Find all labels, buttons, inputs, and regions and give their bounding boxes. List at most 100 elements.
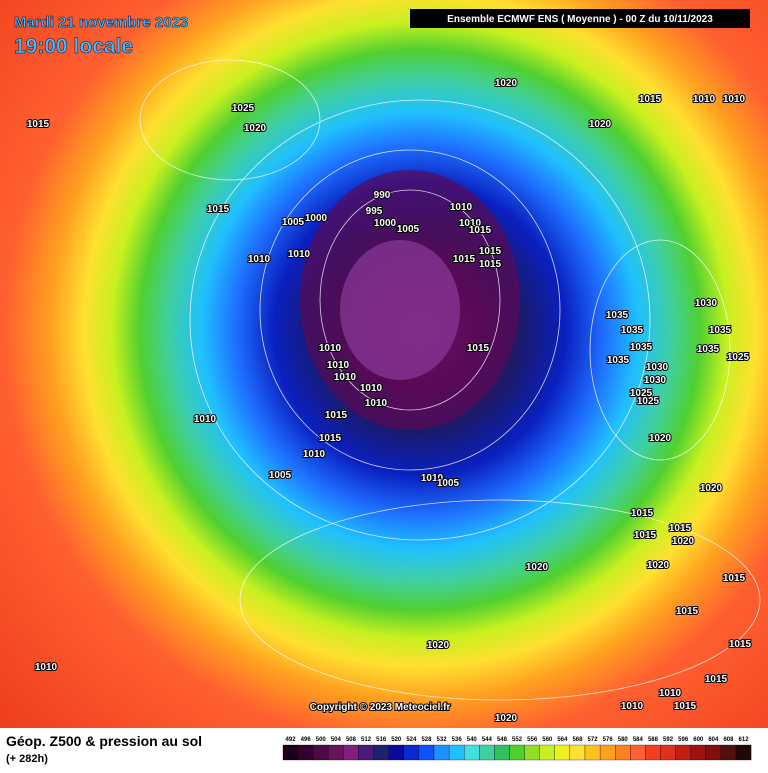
isobar-label: 1010 <box>327 360 350 371</box>
isobar-label: 1035 <box>630 342 653 353</box>
legend-label: 560 <box>542 737 553 743</box>
isobar-label: 1025 <box>232 103 255 114</box>
legend-swatch <box>599 744 616 761</box>
isobar-label: 1010 <box>35 662 58 673</box>
isobar-label: 1020 <box>526 562 549 573</box>
isobar-label: 1010 <box>621 701 644 712</box>
isobar-label: 1035 <box>621 325 644 336</box>
isobar-label: 1010 <box>421 473 444 484</box>
isobar-label: 1005 <box>282 217 305 228</box>
legend-swatch <box>735 744 752 761</box>
legend-swatch <box>343 744 359 761</box>
isobar-label: 1025 <box>637 396 660 407</box>
legend-swatch <box>690 744 706 761</box>
isobar-label: 1015 <box>674 701 697 712</box>
legend-swatch <box>554 744 571 761</box>
isobar-label: 1015 <box>723 573 746 584</box>
legend-swatch <box>645 744 661 761</box>
legend-label: 592 <box>663 737 674 743</box>
isobar-label: 1010 <box>334 372 357 383</box>
isobar-label: 1020 <box>649 433 672 444</box>
legend-swatch <box>464 744 480 761</box>
isobar-label: 1010 <box>459 218 482 229</box>
footer-title: Géop. Z500 & pression au sol <box>6 733 202 749</box>
legend-label: 572 <box>588 737 599 743</box>
legend-swatch <box>675 744 691 761</box>
isobar-label: 1015 <box>729 639 752 650</box>
isobar-label: 1015 <box>453 254 476 265</box>
isobar-label: 990 <box>374 190 391 201</box>
isobar-label: 1010 <box>693 94 716 105</box>
legend-label: 520 <box>391 737 402 743</box>
legend-label: 596 <box>678 737 689 743</box>
isobars <box>139 59 761 701</box>
legend-swatch <box>418 744 435 761</box>
legend-swatch <box>373 744 389 761</box>
legend-swatch <box>433 744 450 761</box>
isobar-label: 1030 <box>644 375 667 386</box>
isobar-label: 1015 <box>325 410 348 421</box>
isobar-label: 1015 <box>634 530 657 541</box>
legend-label: 584 <box>633 737 644 743</box>
legend-swatch <box>630 744 646 761</box>
legend-label: 568 <box>572 737 583 743</box>
legend-label: 496 <box>301 737 312 743</box>
isobar-label: 1015 <box>676 606 699 617</box>
legend-label: 600 <box>693 737 704 743</box>
legend-swatch <box>388 744 404 761</box>
isobar-label: 1030 <box>695 298 718 309</box>
legend-swatch <box>448 744 465 761</box>
legend-label: 504 <box>331 737 342 743</box>
isobar-label: 995 <box>366 206 383 217</box>
legend-swatch <box>313 744 329 761</box>
legend-label: 612 <box>739 737 750 743</box>
legend-label: 564 <box>557 737 568 743</box>
isobar-label: 1020 <box>647 560 670 571</box>
isobar-label: 1010 <box>194 414 217 425</box>
legend-label: 556 <box>527 737 538 743</box>
isobar-label: 1025 <box>727 352 750 363</box>
date: Mardi 21 novembre 2023 <box>14 14 188 31</box>
legend-swatch <box>358 744 374 761</box>
isobar-label: 1015 <box>479 246 502 257</box>
legend-swatch <box>720 744 737 761</box>
isobar-label: 1015 <box>319 433 342 444</box>
legend-label: 604 <box>708 737 719 743</box>
legend-label: 492 <box>286 737 297 743</box>
legend-label: 548 <box>497 737 508 743</box>
header-box <box>410 9 750 28</box>
legend: 492 496 500 504 508 512 516 520 524 528 532 536 540 5… <box>282 737 752 761</box>
legend-swatch <box>282 744 299 761</box>
isobar-label: 1010 <box>659 688 682 699</box>
isobar-label: 1015 <box>27 119 50 130</box>
legend-swatch <box>615 744 631 761</box>
isobar-label: 1010 <box>450 202 473 213</box>
isobar-label: 1015 <box>467 343 490 354</box>
legend-swatch <box>524 744 540 761</box>
isobar-label: 1020 <box>495 78 518 89</box>
isobar-label: 1010 <box>248 254 271 265</box>
legend-swatch <box>328 744 344 761</box>
isobar-label: 1010 <box>288 249 311 260</box>
isobar-label: 1010 <box>319 343 342 354</box>
isobar-label: 1035 <box>607 355 630 366</box>
low-core-inner <box>340 240 460 380</box>
legend-label: 512 <box>361 737 372 743</box>
isobar-label: 1030 <box>646 362 669 373</box>
isobar-label: 1035 <box>697 344 720 355</box>
isobar-label: 1000 <box>305 213 328 224</box>
legend-label: 500 <box>316 737 327 743</box>
isobar-label: 1015 <box>631 508 654 519</box>
isobar-label: 1015 <box>469 225 492 236</box>
legend-swatch <box>705 744 722 761</box>
isobar-label: 1015 <box>705 674 728 685</box>
legend-swatch <box>403 744 420 761</box>
model-info: Ensemble ECMWF ENS ( Moyenne ) - 00 Z du… <box>447 14 713 25</box>
legend-label: 540 <box>467 737 478 743</box>
isobar-label: 1015 <box>669 523 692 534</box>
isobar-label: 1005 <box>437 478 460 489</box>
legend-label: 580 <box>618 737 629 743</box>
isobar-label: 1010 <box>360 383 383 394</box>
